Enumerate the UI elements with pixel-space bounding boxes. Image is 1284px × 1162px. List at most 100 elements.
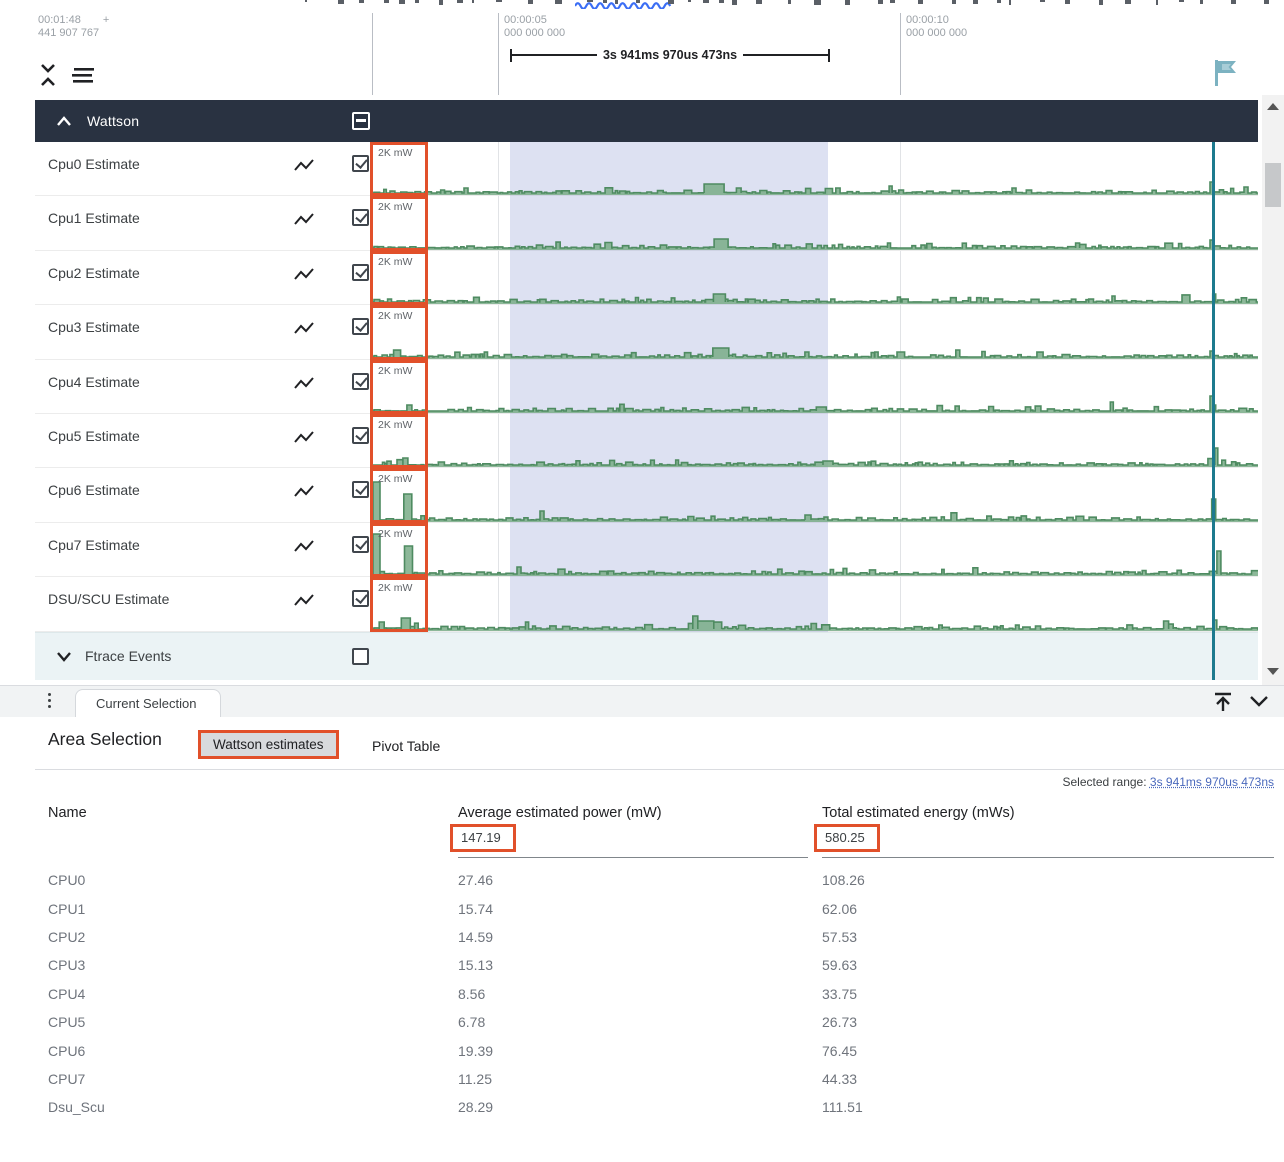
table-row[interactable]: CPU1 15.74 62.06 bbox=[0, 894, 1284, 922]
track-group-wattson[interactable]: Wattson bbox=[35, 100, 1258, 142]
power-trace-chart[interactable] bbox=[372, 359, 1258, 413]
cell-name: CPU2 bbox=[48, 928, 86, 945]
cell-avg-power: 8.56 bbox=[458, 985, 486, 1002]
power-trace-chart[interactable] bbox=[372, 522, 1258, 577]
group-checkbox-unchecked[interactable] bbox=[352, 647, 369, 665]
y-scale-label: 2K mW bbox=[378, 147, 413, 159]
ruler-gridline bbox=[900, 13, 901, 95]
cell-total-energy: 59.63 bbox=[822, 957, 858, 974]
tab-wattson-estimates[interactable]: Wattson estimates bbox=[201, 733, 336, 756]
panel-overflow-menu-icon[interactable] bbox=[48, 693, 52, 711]
power-trace-chart[interactable] bbox=[372, 577, 1258, 631]
track-row-dsu-scu-estimate[interactable]: DSU/SCU Estimate 2K mW bbox=[35, 577, 1258, 632]
track-row-cpu4-estimate[interactable]: Cpu4 Estimate 2K mW bbox=[35, 359, 1258, 414]
group-title: Wattson bbox=[87, 113, 140, 129]
table-row[interactable]: CPU2 14.59 57.53 bbox=[0, 923, 1284, 951]
track-name: Cpu4 Estimate bbox=[48, 373, 140, 390]
track-row-cpu7-estimate[interactable]: Cpu7 Estimate 2K mW bbox=[35, 522, 1258, 578]
expand-group-chevron-icon[interactable] bbox=[55, 651, 73, 663]
collapse-all-tracks-icon[interactable] bbox=[38, 62, 58, 88]
power-trace-chart[interactable] bbox=[372, 250, 1258, 305]
track-row-cpu3-estimate[interactable]: Cpu3 Estimate 2K mW bbox=[35, 305, 1258, 360]
table-row[interactable]: CPU6 19.39 76.45 bbox=[0, 1036, 1284, 1064]
tab-pivot-table[interactable]: Pivot Table bbox=[372, 738, 441, 754]
collapse-panel-chevron-icon[interactable] bbox=[1248, 694, 1270, 708]
track-row-cpu2-estimate[interactable]: Cpu2 Estimate 2K mW bbox=[35, 250, 1258, 306]
vertical-scrollbar[interactable] bbox=[1262, 95, 1284, 685]
cell-name: CPU5 bbox=[48, 1014, 86, 1031]
track-list-area[interactable]: Wattson Cpu0 Estimate 2K mW Cpu1 Estimate 2… bbox=[0, 95, 1284, 685]
annotation-box-scale-label bbox=[370, 468, 428, 523]
area-selection-region[interactable] bbox=[510, 142, 828, 632]
table-row[interactable]: CPU3 15.13 59.63 bbox=[0, 951, 1284, 979]
track-checkbox-checked[interactable] bbox=[352, 263, 369, 281]
group-checkbox-indeterminate[interactable] bbox=[352, 112, 370, 130]
track-name: Cpu3 Estimate bbox=[48, 319, 140, 336]
track-checkbox-checked[interactable] bbox=[352, 590, 369, 608]
total-power-field[interactable]: 147.19 bbox=[450, 824, 808, 858]
cell-avg-power: 15.74 bbox=[458, 900, 494, 917]
cell-avg-power: 15.13 bbox=[458, 957, 494, 974]
tab-current-selection[interactable]: Current Selection bbox=[75, 689, 221, 718]
cell-name: Dsu_Scu bbox=[48, 1099, 105, 1116]
total-energy-field[interactable]: 580.25 bbox=[814, 824, 1274, 858]
table-header-row: Name Average estimated power (mW) Total … bbox=[0, 800, 1284, 826]
power-trace-chart[interactable] bbox=[372, 413, 1258, 468]
cell-avg-power: 6.78 bbox=[458, 1014, 486, 1031]
span-right-tick bbox=[828, 48, 831, 62]
table-row[interactable]: CPU5 6.78 26.73 bbox=[0, 1008, 1284, 1036]
line-chart-icon bbox=[294, 268, 314, 280]
track-checkbox-checked[interactable] bbox=[352, 481, 369, 499]
track-checkbox-checked[interactable] bbox=[352, 427, 369, 444]
scrollbar-down-arrow[interactable] bbox=[1267, 668, 1279, 675]
table-row[interactable]: CPU4 8.56 33.75 bbox=[0, 980, 1284, 1008]
cell-name: CPU0 bbox=[48, 872, 86, 889]
cell-avg-power: 28.29 bbox=[458, 1099, 494, 1116]
cell-avg-power: 27.46 bbox=[458, 872, 494, 889]
line-chart-icon bbox=[294, 485, 314, 498]
power-trace-chart[interactable] bbox=[372, 305, 1258, 359]
track-checkbox-checked[interactable] bbox=[352, 535, 369, 553]
track-row-cpu6-estimate[interactable]: Cpu6 Estimate 2K mW bbox=[35, 468, 1258, 523]
panel-title: Area Selection bbox=[48, 729, 162, 749]
current-selection-panel: Area Selection Wattson estimates Pivot T… bbox=[0, 717, 1284, 1162]
scroll-to-top-icon[interactable] bbox=[1210, 690, 1236, 714]
y-scale-label: 2K mW bbox=[378, 201, 413, 214]
power-trace-chart[interactable] bbox=[372, 468, 1258, 522]
power-trace-chart[interactable] bbox=[372, 196, 1258, 250]
collapse-group-chevron-icon[interactable] bbox=[55, 115, 73, 127]
table-totals-row: 147.19 580.25 bbox=[0, 824, 1284, 866]
timeline-ruler[interactable]: 00:01:48 +441 907 767 00:00:05 000 000 000… bbox=[0, 8, 1284, 95]
scrollbar-thumb[interactable] bbox=[1265, 163, 1281, 207]
track-name: Cpu6 Estimate bbox=[48, 482, 140, 499]
scrollbar-up-arrow[interactable] bbox=[1267, 103, 1279, 110]
line-chart-icon bbox=[294, 594, 314, 606]
track-checkbox-checked[interactable] bbox=[352, 209, 369, 227]
ruler-timestamp-right: 00:00:10 000 000 000 bbox=[906, 14, 968, 39]
flag-icon[interactable] bbox=[1212, 58, 1240, 88]
power-trace-chart[interactable] bbox=[372, 141, 1258, 196]
line-chart-icon bbox=[294, 322, 314, 334]
selected-range-link[interactable]: 3s 941ms 970us 473ns bbox=[1149, 775, 1274, 789]
cell-name: CPU7 bbox=[48, 1070, 86, 1087]
track-checkbox-checked[interactable] bbox=[352, 155, 369, 172]
line-chart-icon bbox=[294, 376, 314, 389]
track-checkbox-checked[interactable] bbox=[352, 372, 369, 390]
track-row-cpu1-estimate[interactable]: Cpu1 Estimate 2K mW bbox=[35, 196, 1258, 251]
table-row[interactable]: CPU0 27.46 108.26 bbox=[0, 866, 1284, 894]
track-row-cpu5-estimate[interactable]: Cpu5 Estimate 2K mW bbox=[35, 413, 1258, 469]
track-filter-menu-icon[interactable] bbox=[70, 66, 96, 84]
cell-name: CPU1 bbox=[48, 900, 86, 917]
table-row[interactable]: CPU7 11.25 44.33 bbox=[0, 1065, 1284, 1093]
track-checkbox-checked[interactable] bbox=[352, 318, 369, 336]
cell-total-energy: 57.53 bbox=[822, 928, 858, 945]
annotation-box-scale-label bbox=[370, 522, 428, 578]
track-row-cpu0-estimate[interactable]: Cpu0 Estimate 2K mW bbox=[35, 141, 1258, 197]
track-group-ftrace-events[interactable]: Ftrace Events bbox=[35, 631, 1258, 680]
bottom-tab-strip: Current Selection bbox=[0, 685, 1284, 718]
table-row[interactable]: Dsu_Scu 28.29 111.51 bbox=[0, 1093, 1284, 1121]
selection-end-marker-line bbox=[1212, 142, 1215, 680]
annotation-box-total-power: 147.19 bbox=[450, 824, 516, 852]
y-scale-label: 2K mW bbox=[378, 473, 413, 486]
cell-total-energy: 33.75 bbox=[822, 985, 858, 1002]
